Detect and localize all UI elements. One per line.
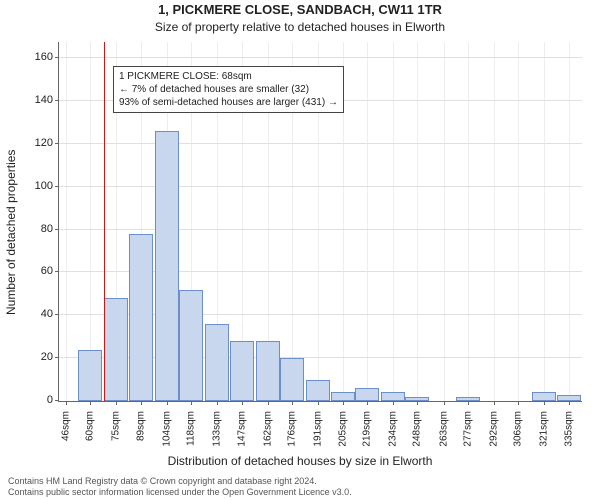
grid-vertical xyxy=(468,42,469,401)
x-tick-label: 118sqm xyxy=(186,405,197,446)
y-tick-label: 0 xyxy=(47,394,59,406)
y-tick-label: 120 xyxy=(35,137,59,149)
y-tick-label: 20 xyxy=(41,351,59,363)
x-tick-label: 321sqm xyxy=(539,405,550,447)
plot-area: 46sqm60sqm75sqm89sqm104sqm118sqm133sqm14… xyxy=(58,42,582,402)
histogram-bar xyxy=(205,324,229,401)
grid-vertical xyxy=(90,42,91,401)
x-tick-label: 292sqm xyxy=(489,405,500,447)
histogram-bar xyxy=(532,392,556,401)
histogram-bar xyxy=(155,131,179,401)
histogram-bar xyxy=(104,298,128,401)
x-tick-label: 263sqm xyxy=(438,405,449,447)
x-tick-label: 60sqm xyxy=(85,405,96,441)
x-tick-label: 46sqm xyxy=(60,405,71,441)
grid-vertical xyxy=(518,42,519,401)
x-tick-label: 191sqm xyxy=(313,405,324,447)
x-tick-label: 248sqm xyxy=(412,405,423,447)
histogram-bar xyxy=(331,392,355,401)
x-tick-label: 205sqm xyxy=(337,405,348,447)
x-tick-label: 104sqm xyxy=(161,405,172,447)
histogram-bar xyxy=(230,341,254,401)
grid-horizontal xyxy=(59,143,582,144)
attribution-text: Contains HM Land Registry data © Crown c… xyxy=(8,476,352,498)
grid-vertical xyxy=(569,42,570,401)
grid-vertical xyxy=(393,42,394,401)
chart-title: 1, PICKMERE CLOSE, SANDBACH, CW11 1TR xyxy=(0,2,600,17)
y-tick-label: 60 xyxy=(41,265,59,277)
histogram-bar xyxy=(405,397,429,401)
y-tick-label: 40 xyxy=(41,308,59,320)
y-tick-label: 160 xyxy=(35,51,59,63)
x-tick-label: 277sqm xyxy=(462,405,473,447)
grid-horizontal xyxy=(59,57,582,58)
histogram-bar xyxy=(557,395,581,401)
y-tick-label: 100 xyxy=(35,180,59,192)
callout-box: 1 PICKMERE CLOSE: 68sqm ← 7% of detached… xyxy=(113,66,344,113)
x-tick-label: 133sqm xyxy=(212,405,223,447)
histogram-bar xyxy=(280,358,304,401)
histogram-bar xyxy=(78,350,102,401)
x-tick-label: 306sqm xyxy=(513,405,524,447)
grid-vertical xyxy=(367,42,368,401)
x-tick-label: 89sqm xyxy=(135,405,146,441)
property-marker-line xyxy=(104,42,105,401)
histogram-bar xyxy=(456,397,480,401)
histogram-bar xyxy=(355,388,379,401)
histogram-bar xyxy=(129,234,153,401)
x-tick-label: 234sqm xyxy=(388,405,399,447)
x-axis-label: Distribution of detached houses by size … xyxy=(0,454,600,468)
x-tick-label: 162sqm xyxy=(262,405,273,447)
grid-horizontal xyxy=(59,229,582,230)
x-tick-label: 176sqm xyxy=(287,405,298,447)
grid-vertical xyxy=(444,42,445,401)
histogram-bar xyxy=(179,290,203,401)
x-tick-label: 147sqm xyxy=(236,405,247,447)
y-tick-label: 80 xyxy=(41,223,59,235)
grid-vertical xyxy=(417,42,418,401)
x-tick-label: 219sqm xyxy=(361,405,372,447)
chart-subtitle: Size of property relative to detached ho… xyxy=(0,20,600,34)
y-tick-label: 140 xyxy=(35,94,59,106)
grid-vertical xyxy=(544,42,545,401)
histogram-bar xyxy=(381,392,405,401)
x-tick-label: 75sqm xyxy=(111,405,122,441)
grid-horizontal xyxy=(59,186,582,187)
histogram-bar xyxy=(306,380,330,401)
grid-vertical xyxy=(66,42,67,401)
grid-vertical xyxy=(494,42,495,401)
histogram-bar xyxy=(256,341,280,401)
x-tick-label: 335sqm xyxy=(563,405,574,447)
